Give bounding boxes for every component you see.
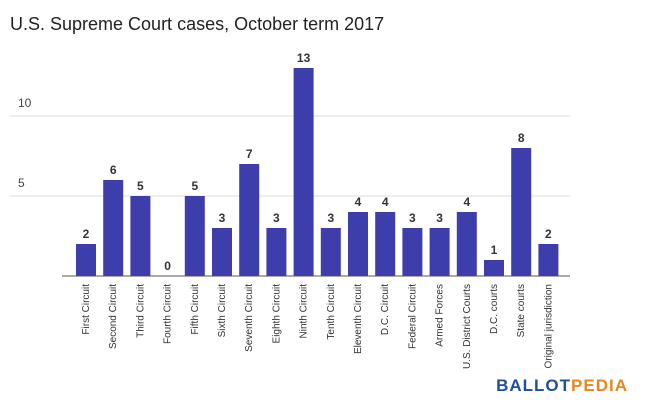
x-tick-label: Tenth Circuit xyxy=(326,284,337,340)
value-label: 4 xyxy=(382,195,389,209)
x-tick-label: Second Circuit xyxy=(108,284,119,349)
bar xyxy=(348,212,368,276)
bar xyxy=(184,196,205,276)
bar xyxy=(484,260,504,276)
bar xyxy=(402,228,423,276)
bar xyxy=(239,164,260,276)
value-label: 2 xyxy=(83,227,90,241)
x-tick-label: Fifth Circuit xyxy=(190,284,201,335)
value-label: 3 xyxy=(409,211,416,225)
chart-title: U.S. Supreme Court cases, October term 2… xyxy=(10,14,384,34)
x-tick-label: Original jurisdiction xyxy=(543,284,554,368)
x-tick-label: Seventh Circuit xyxy=(244,284,255,352)
logo-right: PEDIA xyxy=(571,376,628,395)
bar xyxy=(103,180,124,276)
value-label: 13 xyxy=(297,51,311,65)
x-tick-label: D.C. Circuit xyxy=(380,284,391,335)
value-label: 3 xyxy=(273,211,280,225)
bar xyxy=(293,68,314,276)
bar xyxy=(76,244,96,276)
value-label: 5 xyxy=(191,179,198,193)
value-label: 7 xyxy=(246,147,253,161)
y-tick-label: 10 xyxy=(18,96,32,110)
x-tick-label: First Circuit xyxy=(81,284,92,335)
x-tick-label: Eighth Circuit xyxy=(271,284,282,344)
x-tick-label: Eleventh Circuit xyxy=(353,284,364,354)
x-tick-label: Federal Circuit xyxy=(407,284,418,349)
x-tick-label: U.S. District Courts xyxy=(462,284,473,369)
value-label: 5 xyxy=(137,179,144,193)
bar xyxy=(375,212,396,276)
logo-left: BALLOT xyxy=(496,376,571,395)
x-tick-label: State courts xyxy=(516,284,527,337)
value-label: 3 xyxy=(219,211,226,225)
value-label: 4 xyxy=(355,195,362,209)
value-label: 3 xyxy=(436,211,443,225)
x-tick-label: Fourth Circuit xyxy=(163,284,174,344)
x-tick-label: Third Circuit xyxy=(135,284,146,338)
bar xyxy=(511,148,532,276)
x-tick-label: Armed Forces xyxy=(435,284,446,347)
bar xyxy=(320,228,341,276)
value-label: 0 xyxy=(164,259,171,273)
y-tick-label: 5 xyxy=(18,176,25,190)
bar xyxy=(266,228,287,276)
bar xyxy=(130,196,151,276)
value-label: 3 xyxy=(327,211,334,225)
value-label: 4 xyxy=(463,195,470,209)
logo: BALLOTPEDIA xyxy=(496,376,628,395)
bar xyxy=(456,212,477,276)
bar xyxy=(429,228,450,276)
value-label: 6 xyxy=(110,163,117,177)
value-label: 1 xyxy=(491,243,498,257)
value-label: 2 xyxy=(545,227,552,241)
bar xyxy=(538,244,559,276)
x-tick-label: Ninth Circuit xyxy=(299,284,310,339)
value-label: 8 xyxy=(518,131,525,145)
bar xyxy=(212,228,232,276)
x-tick-label: Sixth Circuit xyxy=(217,284,228,338)
x-tick-label: D.C. courts xyxy=(489,284,500,334)
